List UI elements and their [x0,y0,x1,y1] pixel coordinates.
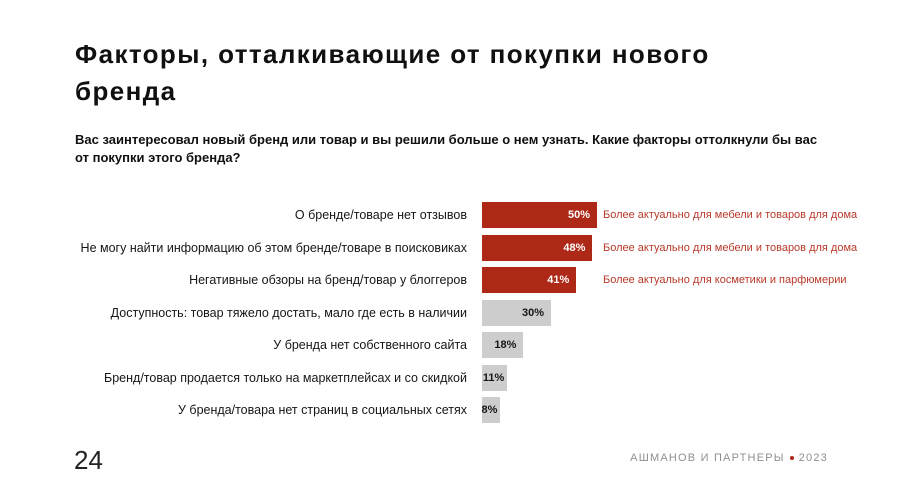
bar-track: 30% [482,299,597,326]
bar-track: 41% [482,267,597,294]
value-label: 8% [481,404,498,417]
bar-chart: О бренде/товаре нет отзывов 50% Более акту… [75,199,857,427]
bar-highlighted: 41% [482,267,577,294]
category-label: У бренда/товара нет страниц в социальных… [178,403,467,418]
chart-row: Негативные обзоры на бренд/товар у блогг… [75,264,857,297]
category-label: О бренде/товаре нет отзывов [294,208,467,223]
category-label: Бренд/товар продается только на маркетпл… [104,370,467,385]
bar-track: 50% [482,202,597,229]
category-label: Негативные обзоры на бренд/товар у блогг… [189,273,467,288]
value-label: 18% [494,339,517,352]
bar-track: 11% [482,364,597,391]
bar: 8% [481,397,501,424]
bar-track: 8% [481,397,597,424]
bar: 11% [482,364,508,391]
chart-row: У бренда/товара нет страниц в социальных… [75,394,857,427]
bar-track: 18% [482,332,597,359]
bar-annotation: Более актуально для мебели и товаров для… [603,209,858,222]
value-label: 48% [563,241,586,254]
bar-highlighted: 50% [482,202,597,229]
chart-row: Не могу найти информацию об этом бренде/… [75,232,857,265]
footer-year: 2023 [798,452,828,464]
category-label: У бренда нет собственного сайта [273,338,467,353]
value-label: 50% [567,209,590,222]
separator-dot-icon [789,456,794,460]
bar-highlighted: 48% [482,234,593,261]
slide-subtitle: Вас заинтересовал новый бренд или товар … [75,132,818,165]
value-label: 30% [521,306,544,319]
bar-track: 48% [482,234,597,261]
chart-row: О бренде/товаре нет отзывов 50% Более акту… [75,199,857,232]
footer-credit: АШМАНОВ И ПАРТНЕРЫ 2023 [630,452,828,464]
page-number: 24 [74,445,103,475]
value-label: 11% [482,371,505,384]
chart-row: У бренда нет собственного сайта 18% [75,329,857,362]
bar-annotation: Более актуально для мебели и товаров для… [603,241,858,254]
bar-annotation: Более актуально для косметики и парфюмер… [603,274,847,287]
chart-row: Доступность: товар тяжело достать, мало … [75,297,857,330]
bar: 18% [482,332,524,359]
category-label: Доступность: товар тяжело достать, мало … [110,305,467,320]
brand-name: АШМАНОВ И ПАРТНЕРЫ [630,452,785,464]
slide-title: Факторы, отталкивающие от покупки нового… [75,39,710,106]
chart-row: Бренд/товар продается только на маркетпл… [75,362,857,395]
bar: 30% [482,299,551,326]
value-label: 41% [547,274,570,287]
category-label: Не могу найти информацию об этом бренде/… [80,240,467,255]
